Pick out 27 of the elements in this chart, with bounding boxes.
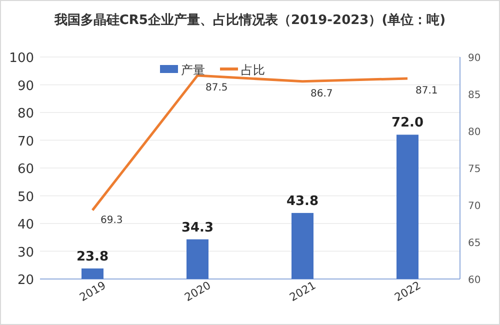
- data-label: 34.3: [181, 220, 214, 236]
- legend-label: 占比: [241, 63, 265, 77]
- y-tick-label: 100: [9, 51, 34, 66]
- y-tick-label: 30: [17, 245, 34, 260]
- legend-label: 产量: [181, 63, 205, 77]
- y2-tick-label: 90: [468, 53, 481, 64]
- data-label: 72.0: [391, 116, 424, 131]
- y-tick-label: 50: [17, 190, 34, 205]
- data-label: 43.8: [286, 194, 319, 209]
- data-label: 69.3: [100, 215, 123, 226]
- y2-tick-label: 60: [468, 275, 481, 286]
- chart-title: 我国多晶硅CR5企业产量、占比情况表（2019-2023）(单位：吨): [53, 12, 446, 28]
- data-label: 23.8: [76, 249, 109, 264]
- data-label: 87.1: [416, 85, 438, 96]
- y2-tick-label: 80: [468, 127, 481, 138]
- y2-tick-label: 75: [468, 164, 481, 175]
- y-tick-label: 40: [17, 218, 34, 232]
- data-label: 86.7: [310, 88, 333, 100]
- y-tick-label: 80: [17, 106, 34, 122]
- data-label: 87.5: [206, 82, 228, 94]
- y2-tick-label: 85: [468, 90, 481, 101]
- y-tick-label: 70: [17, 134, 34, 150]
- y2-tick-label: 65: [468, 238, 481, 249]
- y2-tick-label: 70: [468, 201, 481, 212]
- y-tick-label: 90: [17, 78, 34, 94]
- y-tick-label: 20: [17, 273, 34, 288]
- y-tick-label: 60: [17, 162, 34, 177]
